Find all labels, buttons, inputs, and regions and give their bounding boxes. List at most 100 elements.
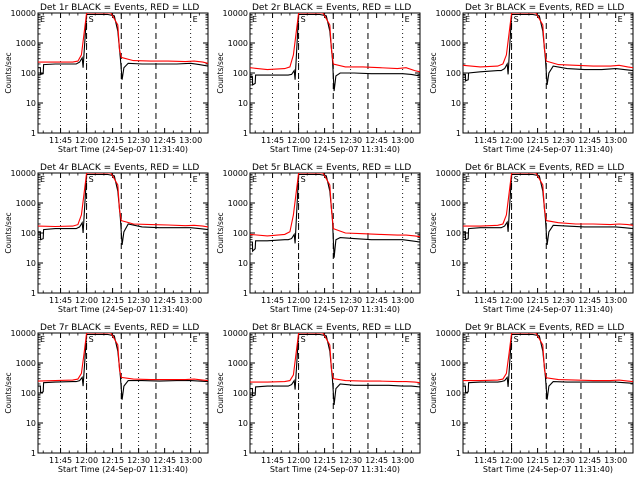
flag-end: E xyxy=(193,175,198,184)
x-tick-label: 12:30 xyxy=(552,456,575,465)
flag-mid: S xyxy=(514,335,519,344)
flag-end: E xyxy=(405,335,410,344)
x-tick-label: 11:45 xyxy=(474,136,497,145)
y-tick-label: 10000 xyxy=(11,169,36,178)
x-tick-label: 12:30 xyxy=(127,136,150,145)
series-line-events xyxy=(463,13,633,85)
series-line-lld xyxy=(463,173,633,227)
y-axis-label: Counts/sec xyxy=(4,212,13,253)
x-tick-label: 12:30 xyxy=(552,136,575,145)
detector-panel-8: Det 8r BLACK = Events, RED = LLD 1 10 100 10… xyxy=(216,323,421,474)
flag-end: E xyxy=(193,335,198,344)
x-axis-label: Start Time (24-Sep-07 11:31:40) xyxy=(58,305,188,314)
series-line-events xyxy=(463,333,633,400)
x-tick-label: 12:00 xyxy=(500,456,523,465)
y-tick-label: 1 xyxy=(456,449,461,458)
x-tick-label: 13:00 xyxy=(179,296,202,305)
y-tick-label: 1000 xyxy=(228,199,248,208)
y-axis-label: Counts/sec xyxy=(429,372,438,413)
x-tick-label: 12:30 xyxy=(127,296,150,305)
flag-end: E xyxy=(618,175,623,184)
x-tick-label: 12:45 xyxy=(578,296,601,305)
x-tick-label: 13:00 xyxy=(391,456,414,465)
y-tick-label: 100 xyxy=(446,229,461,238)
x-tick-label: 12:45 xyxy=(365,456,388,465)
flag-start: E xyxy=(465,15,470,24)
flag-mid: S xyxy=(89,175,94,184)
plot-frame xyxy=(249,172,421,294)
x-axis-label: Start Time (24-Sep-07 11:31:40) xyxy=(270,465,400,474)
y-tick-label: 1 xyxy=(456,289,461,298)
x-tick-label: 13:00 xyxy=(391,136,414,145)
y-axis-label: Counts/sec xyxy=(429,52,438,93)
y-tick-label: 10000 xyxy=(223,169,248,178)
x-tick-label: 12:00 xyxy=(75,456,98,465)
series-line-lld xyxy=(463,13,633,69)
x-tick-label: 12:00 xyxy=(500,296,523,305)
y-tick-label: 10 xyxy=(451,99,461,108)
series-line-events xyxy=(38,173,208,245)
panel-title: Det 7r BLACK = Events, RED = LLD xyxy=(40,323,199,333)
x-tick-label: 12:45 xyxy=(153,456,176,465)
y-tick-label: 100 xyxy=(233,229,248,238)
x-tick-label: 12:00 xyxy=(75,296,98,305)
y-tick-label: 1 xyxy=(243,289,248,298)
detector-panel-1: Det 1r BLACK = Events, RED = LLD 1 10 100 10… xyxy=(4,3,209,154)
detector-panel-9: Det 9r BLACK = Events, RED = LLD 1 10 100 10… xyxy=(429,323,634,474)
detector-panel-2: Det 2r BLACK = Events, RED = LLD 1 10 100 10… xyxy=(216,3,421,154)
x-tick-label: 12:30 xyxy=(339,456,362,465)
x-axis-label: Start Time (24-Sep-07 11:31:40) xyxy=(483,305,613,314)
flag-end: E xyxy=(405,175,410,184)
x-tick-label: 12:45 xyxy=(153,296,176,305)
plot-frame xyxy=(462,172,634,294)
y-tick-label: 100 xyxy=(446,389,461,398)
x-tick-label: 13:00 xyxy=(179,136,202,145)
y-tick-label: 100 xyxy=(21,389,36,398)
x-tick-label: 11:45 xyxy=(261,296,284,305)
x-tick-label: 11:45 xyxy=(474,296,497,305)
y-tick-label: 10000 xyxy=(223,9,248,18)
x-tick-label: 12:15 xyxy=(313,296,336,305)
x-tick-label: 13:00 xyxy=(391,296,414,305)
x-axis-label: Start Time (24-Sep-07 11:31:40) xyxy=(270,145,400,154)
y-tick-label: 10 xyxy=(238,99,248,108)
x-tick-label: 11:45 xyxy=(474,456,497,465)
y-tick-label: 10 xyxy=(451,419,461,428)
y-axis-label: Counts/sec xyxy=(4,52,13,93)
flag-end: E xyxy=(405,15,410,24)
panel-title: Det 8r BLACK = Events, RED = LLD xyxy=(252,323,411,333)
x-tick-label: 12:15 xyxy=(313,136,336,145)
y-tick-label: 1000 xyxy=(441,39,461,48)
x-tick-label: 13:00 xyxy=(604,296,627,305)
x-tick-label: 12:30 xyxy=(339,296,362,305)
detector-panel-7: Det 7r BLACK = Events, RED = LLD 1 10 100 10… xyxy=(4,323,209,474)
x-tick-label: 12:15 xyxy=(101,456,124,465)
y-axis-label: Counts/sec xyxy=(216,212,225,253)
x-tick-label: 12:15 xyxy=(101,136,124,145)
x-tick-label: 12:00 xyxy=(287,296,310,305)
x-tick-label: 12:45 xyxy=(365,296,388,305)
y-tick-label: 1000 xyxy=(441,199,461,208)
x-tick-label: 12:30 xyxy=(339,136,362,145)
detector-panel-5: Det 5r BLACK = Events, RED = LLD 1 10 100 10… xyxy=(216,163,421,314)
y-tick-label: 100 xyxy=(21,69,36,78)
series-line-lld xyxy=(463,333,633,383)
flag-mid: S xyxy=(89,15,94,24)
x-tick-label: 12:00 xyxy=(500,136,523,145)
flag-start: E xyxy=(252,15,257,24)
y-tick-label: 10 xyxy=(26,99,36,108)
series-line-events xyxy=(250,13,420,92)
x-tick-label: 11:45 xyxy=(49,296,72,305)
x-tick-label: 13:00 xyxy=(179,456,202,465)
y-tick-label: 1000 xyxy=(228,359,248,368)
panel-title: Det 9r BLACK = Events, RED = LLD xyxy=(465,323,624,333)
y-tick-label: 10 xyxy=(26,419,36,428)
series-line-lld xyxy=(38,333,208,382)
x-tick-label: 12:15 xyxy=(526,296,549,305)
y-tick-label: 1000 xyxy=(16,199,36,208)
plot-frame xyxy=(37,172,209,294)
x-tick-label: 12:15 xyxy=(313,456,336,465)
y-tick-label: 1 xyxy=(243,129,248,138)
y-tick-label: 10000 xyxy=(436,169,461,178)
y-tick-label: 1 xyxy=(31,129,36,138)
